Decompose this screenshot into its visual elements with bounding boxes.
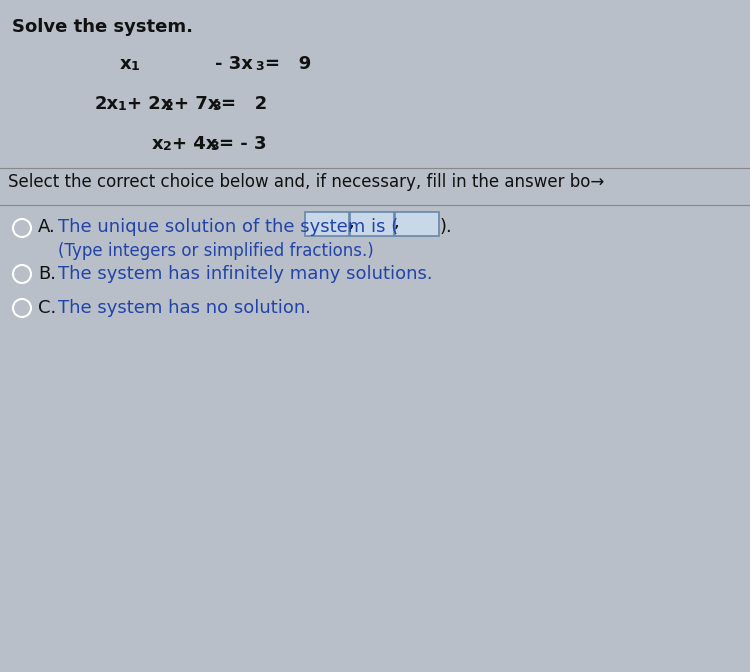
Text: 3: 3 xyxy=(255,60,264,73)
Text: 1: 1 xyxy=(131,60,140,73)
Text: B.: B. xyxy=(38,265,56,283)
Text: Select the correct choice below and, if necessary, fill in the answer bo→: Select the correct choice below and, if … xyxy=(8,173,604,191)
FancyBboxPatch shape xyxy=(395,212,439,236)
FancyBboxPatch shape xyxy=(350,212,394,236)
Text: C.: C. xyxy=(38,299,56,317)
Text: A.: A. xyxy=(38,218,56,236)
Text: The system has no solution.: The system has no solution. xyxy=(58,299,311,317)
Text: The unique solution of the system is (: The unique solution of the system is ( xyxy=(58,218,398,236)
Text: =   9: = 9 xyxy=(265,55,311,73)
Text: 2: 2 xyxy=(165,100,174,113)
Text: x: x xyxy=(152,135,164,153)
Text: ).: ). xyxy=(440,218,453,236)
Text: 3: 3 xyxy=(210,140,219,153)
Text: - 3x: - 3x xyxy=(215,55,253,73)
Text: + 2x: + 2x xyxy=(127,95,172,113)
Text: 1: 1 xyxy=(118,100,127,113)
Text: 3: 3 xyxy=(212,100,220,113)
Text: = - 3: = - 3 xyxy=(219,135,266,153)
FancyBboxPatch shape xyxy=(305,212,349,236)
Text: + 7x: + 7x xyxy=(174,95,219,113)
Text: Solve the system.: Solve the system. xyxy=(12,18,193,36)
Text: =   2: = 2 xyxy=(221,95,267,113)
Text: ,: , xyxy=(349,213,355,231)
Text: 2: 2 xyxy=(163,140,172,153)
Text: ,: , xyxy=(394,213,400,231)
Text: 2x: 2x xyxy=(95,95,119,113)
Text: + 4x: + 4x xyxy=(172,135,217,153)
Text: (Type integers or simplified fractions.): (Type integers or simplified fractions.) xyxy=(58,242,374,260)
Text: x: x xyxy=(120,55,132,73)
Text: The system has infinitely many solutions.: The system has infinitely many solutions… xyxy=(58,265,433,283)
